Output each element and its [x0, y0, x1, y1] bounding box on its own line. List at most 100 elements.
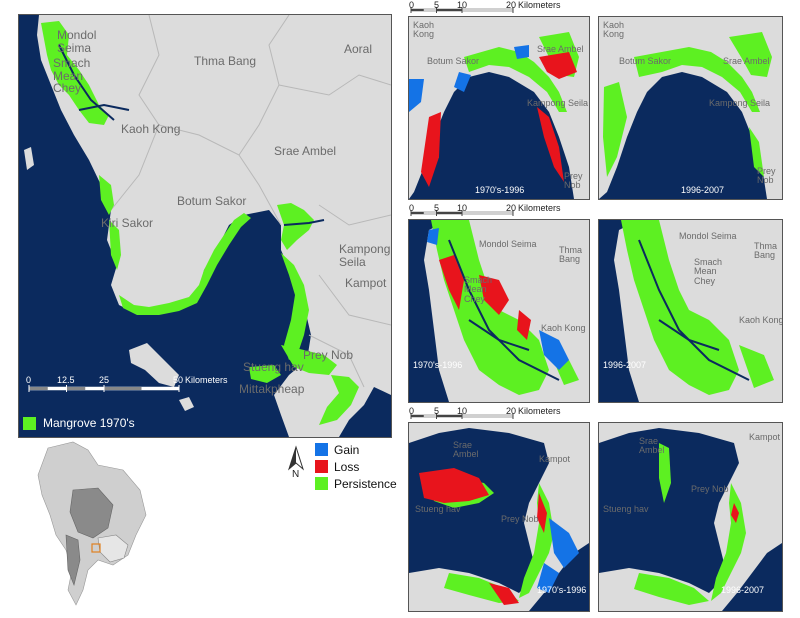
- panel-canvas: [614, 220, 782, 402]
- place-label: Thma Bang: [754, 241, 778, 261]
- scale-tick-label: 0: [26, 375, 32, 385]
- place-label: Kampot: [539, 454, 571, 464]
- legend-label-mangrove: Mangrove 1970's: [43, 416, 135, 430]
- legend-label-loss: Loss: [334, 460, 360, 474]
- panel-scale-bar-row3: 0 5 10 20 Kilometers: [408, 406, 561, 422]
- scale-tick-label: 5: [434, 406, 440, 416]
- mangrove-1970s-coverage: [41, 21, 359, 425]
- place-label: Kampong Seila: [527, 98, 589, 108]
- scale-tick-label: 12.5: [57, 375, 75, 385]
- legend-swatch-gain: [315, 443, 328, 456]
- place-label: Mondol Seima: [479, 239, 537, 249]
- scale-tick-label: 25: [99, 375, 110, 385]
- place-label: Srae Ambel: [453, 440, 479, 460]
- river-channels: [58, 44, 325, 226]
- panel-canvas: [409, 423, 589, 611]
- scale-unit-label: Kilometers: [185, 375, 228, 385]
- place-label: Stueng hav: [243, 360, 304, 374]
- scale-bar-graphic: [410, 210, 514, 216]
- place-label: Kampong Seila: [709, 98, 771, 108]
- legend-label-persistence: Persistence: [334, 477, 397, 491]
- scale-tick-label: 5: [434, 203, 440, 213]
- island: [179, 397, 194, 411]
- place-label: Prey Nob: [303, 348, 354, 362]
- panel-row1-left: Kaoh Kong Botum Sakor Srae Ambel Kampong…: [408, 16, 590, 200]
- scale-tick-label: 10: [457, 406, 468, 416]
- place-label: Srae Ambel: [723, 56, 770, 66]
- place-label: Stueng hav: [415, 504, 461, 514]
- panel-row3-left: Srae Ambel Kampot Prey Nob Stueng hav 19…: [408, 422, 590, 612]
- place-label: Botum Sakor: [619, 56, 672, 66]
- place-label: Smach Mean Chey: [464, 275, 493, 304]
- mainland-land: [37, 15, 391, 437]
- place-label: Smach Mean Chey: [53, 56, 91, 96]
- panel-row3-right: Srae Ambel Kampot Prey Nob Stueng hav 19…: [598, 422, 783, 612]
- panel-row1-right: Kaoh Kong Botum Sakor Srae Ambel Kampong…: [598, 16, 783, 200]
- scale-tick-label: 10: [457, 203, 468, 213]
- scale-tick-label: 0: [409, 406, 415, 416]
- period-label: 1970's-1996: [475, 185, 525, 195]
- scale-bar-graphic: [410, 413, 514, 419]
- scale-unit-label: Kilometers: [518, 203, 561, 213]
- province-boundaries: [110, 15, 391, 388]
- place-label: Thma Bang: [559, 245, 583, 265]
- place-label: Kampong Seila: [339, 242, 391, 269]
- legend-swatch-mangrove: [23, 417, 36, 430]
- scale-tick-label: 20: [506, 0, 517, 10]
- place-label: Prey Nob: [757, 166, 776, 186]
- scale-tick-label: 50: [173, 375, 184, 385]
- place-label: Mittakpheap: [239, 382, 305, 396]
- place-label: Kampot: [345, 276, 387, 290]
- study-area-box: [91, 543, 101, 553]
- panel-row2-left: Mondol Seima Thma Bang Smach Mean Chey K…: [408, 219, 590, 403]
- north-label: N: [292, 469, 300, 480]
- place-label: Srae Ambel: [274, 144, 337, 158]
- place-label: Botum Sakor: [177, 194, 247, 208]
- scale-unit-label: Kilometers: [518, 0, 561, 10]
- panel-canvas: [424, 220, 589, 402]
- place-label: Aoral: [344, 42, 373, 56]
- scale-unit-label: Kilometers: [518, 406, 561, 416]
- island: [24, 147, 34, 170]
- north-arrow-icon: [287, 445, 305, 471]
- panel-canvas: [599, 423, 782, 611]
- scale-bar-graphic: [410, 7, 514, 13]
- panel-row2-right: Mondol Seima Thma Bang Smach Mean Chey K…: [598, 219, 783, 403]
- place-label: Kaoh Kong: [739, 315, 783, 325]
- change-legend: Gain Loss Persistence: [315, 443, 405, 497]
- place-label: Prey Nob: [564, 171, 583, 191]
- scale-tick-label: 5: [434, 0, 440, 10]
- legend-swatch-loss: [315, 460, 328, 473]
- scale-tick-label: 20: [506, 203, 517, 213]
- period-label: 1996-2007: [603, 360, 647, 370]
- main-map-canvas: [24, 15, 391, 437]
- place-label: Mondol Seima: [679, 231, 737, 241]
- place-label: Stueng hav: [603, 504, 649, 514]
- place-label: Kaoh Kong: [541, 323, 586, 333]
- place-label: Thma Bang: [194, 54, 257, 68]
- period-label: 1970's-1996: [537, 585, 587, 595]
- scale-tick-label: 0: [409, 203, 415, 213]
- period-label: 1996-2007: [721, 585, 765, 595]
- scale-bar: 0 12.5 25 50: [23, 375, 183, 397]
- place-label: Kiri Sakor: [101, 216, 154, 230]
- place-label: Mondol Seima: [57, 28, 97, 55]
- place-label: Srae Ambel: [537, 44, 584, 54]
- legend-swatch-persistence: [315, 477, 328, 490]
- period-label: 1996-2007: [681, 185, 725, 195]
- north-arrow: N: [286, 445, 306, 481]
- main-map: Mondol Seima Smach Mean Chey Thma Bang A…: [18, 14, 392, 438]
- scale-bar-graphic: [28, 385, 180, 392]
- place-label: Kampot: [749, 432, 781, 442]
- neighbor-country: [65, 534, 81, 586]
- place-label: Srae Ambel: [639, 436, 665, 456]
- legend-label-gain: Gain: [334, 443, 360, 457]
- locator-map-canvas: [37, 441, 147, 606]
- island: [129, 343, 179, 387]
- scale-tick-label: 20: [506, 406, 517, 416]
- panel-scale-bar-row2: 0 5 10 20 Kilometers: [408, 203, 561, 219]
- panel-canvas: [599, 17, 782, 199]
- place-label: Botum Sakor: [427, 56, 480, 66]
- place-label: Smach Mean Chey: [694, 257, 723, 286]
- scale-tick-label: 10: [457, 0, 468, 10]
